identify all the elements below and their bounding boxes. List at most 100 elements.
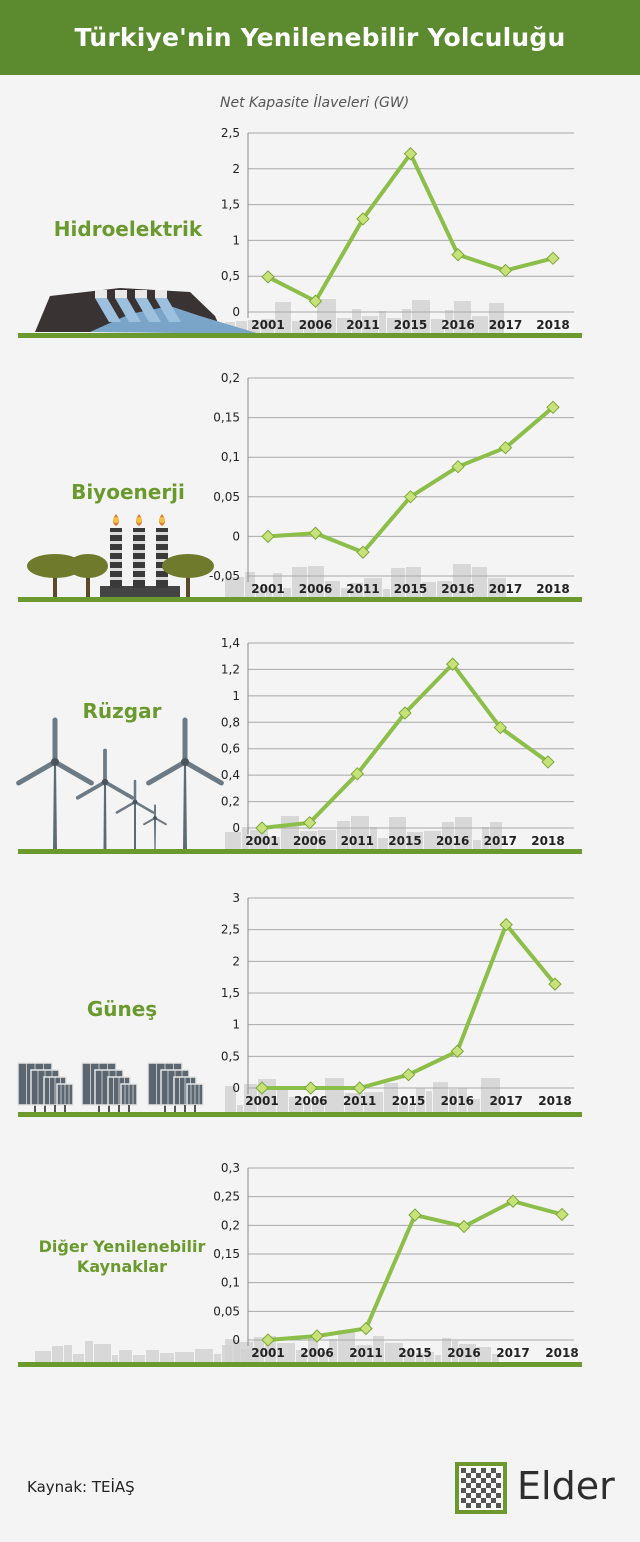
y-tick-label: 0 — [232, 529, 240, 543]
y-tick-label: 2 — [232, 162, 240, 176]
y-tick-label: 0,2 — [221, 1218, 240, 1232]
y-tick-label: 0,8 — [221, 715, 240, 729]
data-point — [356, 212, 370, 226]
data-point — [359, 1321, 373, 1336]
data-point — [255, 821, 269, 835]
x-tick-label: 2006 — [293, 834, 326, 848]
x-tick-label: 2006 — [299, 318, 332, 332]
data-point — [356, 545, 370, 559]
x-tick-label: 2001 — [245, 1094, 278, 1108]
chart-section-3: 1,4 1,2 1 0,8 0,6 0,4 0,2 0 2001 2006 2011 2015 2016… — [16, 636, 582, 854]
x-tick-label: 2018 — [536, 582, 569, 596]
x-tick-label: 2018 — [545, 1346, 578, 1360]
data-point — [498, 263, 513, 278]
source-text: Kaynak: TEİAŞ — [27, 1478, 135, 1496]
section-label-line: Rüzgar — [82, 699, 162, 723]
section-label-line: Biyoenerji — [71, 480, 185, 504]
section-label: Biyoenerji — [18, 480, 238, 505]
y-tick-label: -0,05 — [209, 569, 240, 583]
data-point — [450, 1044, 465, 1058]
y-tick-label: 0,05 — [213, 1304, 240, 1318]
data-point — [302, 816, 317, 830]
section-label: Rüzgar — [12, 699, 232, 724]
data-point — [457, 1219, 471, 1234]
series-line — [267, 405, 555, 555]
x-tick-label: 2018 — [538, 1094, 571, 1108]
ground-strip — [18, 1112, 582, 1117]
chart-section-2: 0,2 0,15 0,1 0,05 0 -0,05 2001 2006 2011 2015 2016… — [18, 371, 582, 602]
x-tick-label: 2017 — [484, 834, 517, 848]
y-tick-label: 0,3 — [221, 1161, 240, 1175]
data-point — [548, 977, 562, 991]
data-point — [506, 1194, 520, 1208]
ground-strip — [18, 333, 582, 338]
solar-panel-icon — [17, 1062, 204, 1113]
y-tick-label: 1,5 — [221, 986, 240, 1000]
wind-turbine-icon — [16, 717, 224, 850]
x-tick-label: 2001 — [251, 582, 284, 596]
page-title: Türkiye'nin Yenilenebilir Yolculuğu — [74, 23, 566, 52]
data-point — [261, 270, 275, 284]
x-tick-label: 2018 — [536, 318, 569, 332]
section-label-line: Güneş — [86, 997, 158, 1021]
power-plant-icon — [27, 514, 214, 598]
x-tick-label: 2016 — [436, 834, 469, 848]
x-tick-label: 2017 — [489, 582, 522, 596]
y-tick-label: 1 — [232, 1018, 240, 1032]
skyline-background — [225, 299, 504, 334]
x-tick-label: 2015 — [394, 318, 427, 332]
ground-strip — [18, 597, 582, 602]
y-tick-label: 1,2 — [221, 662, 240, 676]
data-point — [451, 459, 465, 474]
data-point — [304, 1081, 318, 1095]
x-tick-label: 2011 — [343, 1094, 376, 1108]
y-tick-label: 0 — [232, 1081, 240, 1095]
y-tick-label: 0,2 — [221, 371, 240, 385]
data-point — [555, 1207, 569, 1222]
y-tick-label: 0,25 — [213, 1190, 240, 1204]
data-point — [445, 657, 460, 671]
header-bar: Türkiye'nin Yenilenebilir Yolculuğu — [0, 0, 640, 75]
y-tick-label: 3 — [232, 891, 240, 905]
x-tick-label: 2015 — [394, 582, 427, 596]
ground-strip — [18, 849, 582, 854]
y-tick-label: 0,1 — [221, 450, 240, 464]
series-line — [262, 922, 557, 1090]
x-tick-label: 2017 — [489, 318, 522, 332]
y-tick-label: 2,5 — [221, 126, 240, 140]
x-tick-label: 2001 — [251, 318, 284, 332]
data-point — [398, 706, 412, 720]
x-tick-label: 2001 — [251, 1346, 284, 1360]
chart-subtitle: Net Kapasite İlaveleri (GW) — [220, 95, 410, 111]
y-tick-label: 0 — [232, 821, 240, 835]
chart-section-4: 3 2,5 2 1,5 1 0,5 0 2001 2006 2011 2015 2016 2017 201… — [17, 891, 582, 1117]
y-tick-label: 2,5 — [221, 923, 240, 937]
section-label-line: Kaynaklar — [76, 1257, 168, 1277]
x-tick-label: 2001 — [245, 834, 278, 848]
y-tick-label: 0,05 — [213, 490, 240, 504]
data-point — [451, 248, 465, 262]
x-tick-label: 2011 — [341, 834, 374, 848]
x-tick-label: 2015 — [388, 834, 421, 848]
data-point — [408, 1208, 422, 1222]
elder-logo-icon — [455, 1462, 507, 1514]
x-tick-label: 2018 — [531, 834, 564, 848]
section-label-line: Hidroelektrik — [53, 217, 203, 241]
data-point — [310, 1329, 324, 1343]
y-tick-label: 2 — [232, 954, 240, 968]
data-point — [546, 251, 560, 266]
logo-text: Elder — [517, 1464, 615, 1508]
y-tick-label: 0 — [232, 305, 240, 319]
x-tick-label: 2015 — [398, 1346, 431, 1360]
y-tick-label: 1,5 — [221, 198, 240, 212]
x-tick-label: 2006 — [294, 1094, 327, 1108]
data-point — [308, 294, 323, 308]
y-tick-label: 0,5 — [221, 269, 240, 283]
section-label: Hidroelektrik — [18, 217, 238, 242]
data-point — [308, 526, 323, 540]
data-point — [541, 755, 555, 769]
x-tick-label: 2011 — [346, 582, 379, 596]
x-tick-label: 2016 — [441, 582, 474, 596]
section-label-line: Diğer Yenilenebilir — [38, 1237, 206, 1257]
